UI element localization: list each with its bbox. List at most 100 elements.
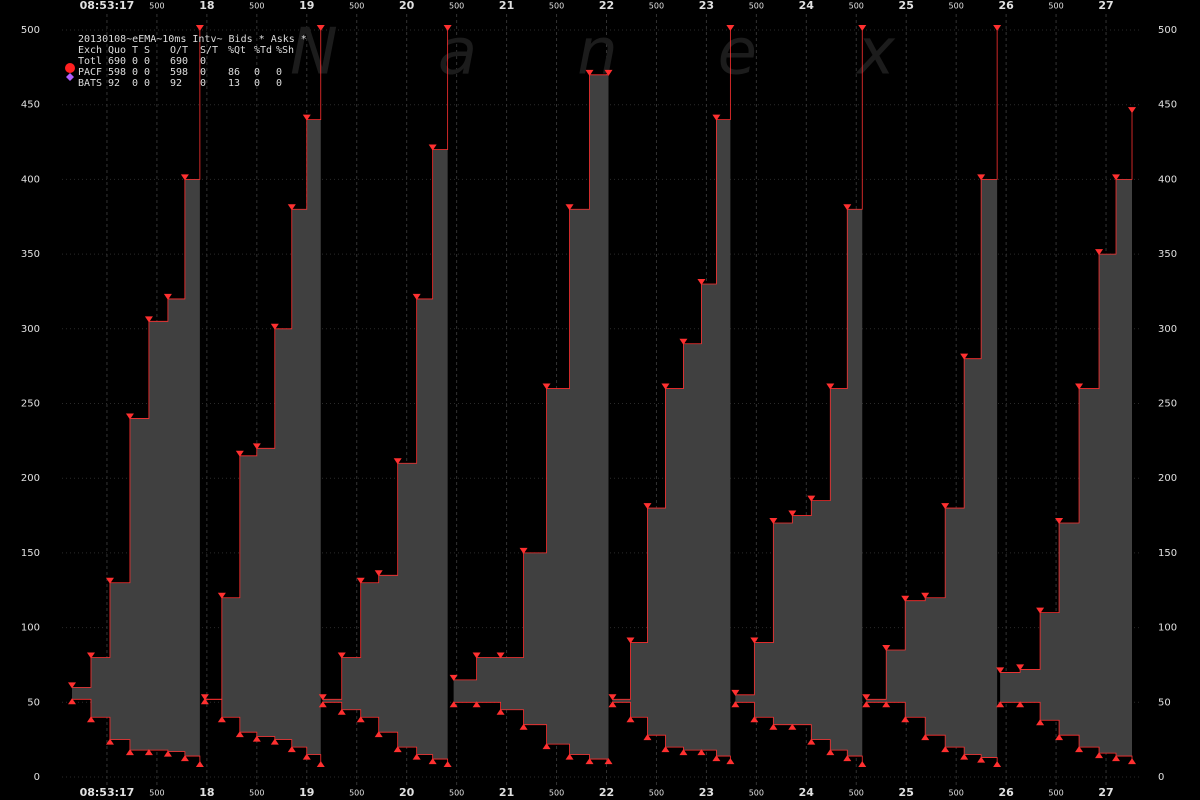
ask-marker — [826, 383, 835, 390]
y-tick-label: 450 — [21, 100, 40, 111]
x-tick-label: 22 — [599, 0, 614, 12]
table-cell: 92 — [108, 78, 120, 89]
x-tick-label-bottom: 500 — [549, 789, 564, 798]
bid-line — [204, 698, 322, 763]
ask-marker — [374, 570, 383, 577]
bid-marker — [443, 761, 452, 768]
table-cell: 0 — [276, 78, 282, 89]
ask-marker — [180, 174, 189, 181]
spread-area — [1000, 112, 1133, 760]
ask-marker — [731, 689, 740, 696]
ask-marker — [661, 383, 670, 390]
y-tick-label: 250 — [21, 399, 40, 410]
bid-marker — [252, 735, 261, 742]
y-tick-label: 200 — [21, 473, 40, 484]
bid-marker — [86, 716, 95, 723]
ask-marker — [252, 443, 261, 450]
x-tick-label: 26 — [998, 0, 1014, 12]
y-tick-label-right: 400 — [1158, 174, 1177, 185]
table-cell: 92 — [170, 78, 182, 89]
spread-area — [612, 30, 731, 760]
y-tick-label-right: 0 — [1158, 772, 1164, 783]
title: 20130108~eEMA~10ms Intv~ — [78, 34, 223, 45]
ask-marker — [316, 25, 325, 31]
bid-marker — [921, 734, 930, 741]
bid-marker — [901, 716, 910, 723]
bid-marker — [826, 749, 835, 756]
ask-marker — [412, 293, 421, 300]
ask-marker — [960, 353, 969, 360]
bid-marker — [1095, 752, 1104, 759]
ask-marker — [496, 652, 505, 659]
spread-area — [322, 30, 448, 763]
ask-marker — [565, 204, 574, 211]
bid-marker — [661, 746, 670, 753]
ask-marker — [287, 204, 296, 211]
ask-marker — [977, 174, 986, 181]
ask-marker — [643, 503, 652, 510]
bid-marker — [608, 701, 617, 708]
x-tick-label-bottom: 500 — [449, 789, 464, 798]
table-cell: 598 — [108, 67, 126, 78]
table-cell: PACF — [78, 67, 102, 78]
bid-marker — [449, 701, 458, 708]
spread-area — [735, 30, 863, 763]
bid-marker — [337, 708, 346, 715]
ask-marker — [393, 458, 402, 465]
ask-marker — [941, 503, 950, 510]
bid-marker — [235, 731, 244, 738]
bid-marker — [1055, 734, 1064, 741]
bid-marker — [996, 701, 1005, 708]
ask-marker — [428, 144, 437, 151]
ask-marker — [519, 547, 528, 554]
table-cell: 0 — [200, 56, 206, 67]
x-tick-label: 08:53:17 — [80, 0, 135, 12]
bid-marker — [67, 698, 76, 705]
bid-marker — [287, 746, 296, 753]
ask-marker — [726, 25, 735, 31]
bid-marker — [977, 756, 986, 763]
bid-marker — [862, 701, 871, 708]
y-tick-label-right: 200 — [1158, 473, 1177, 484]
ask-marker — [356, 577, 365, 584]
x-tick-label-bottom: 20 — [399, 786, 415, 799]
bid-marker — [412, 753, 421, 760]
bid-marker — [302, 753, 311, 760]
x-tick-label-bottom: 27 — [1098, 786, 1113, 799]
table-cell: 0 — [276, 67, 282, 78]
table-cell: 690 — [108, 56, 126, 67]
table-cell: 86 — [228, 67, 240, 78]
ask-marker — [858, 25, 867, 31]
bid-marker — [712, 755, 721, 762]
table-header: %Sh — [276, 45, 294, 56]
x-tick-label-bottom: 22 — [599, 786, 614, 799]
table-cell: Totl — [78, 56, 102, 67]
x-tick-label: 500 — [349, 2, 364, 11]
x-tick-label-bottom: 500 — [249, 789, 264, 798]
ask-marker — [270, 323, 279, 330]
bid-marker — [217, 716, 226, 723]
ask-marker — [1095, 249, 1104, 256]
legend-title: 20130108~eEMA~10ms Intv~ Bids * Asks * — [78, 34, 307, 45]
table-cell: 0 — [132, 56, 138, 67]
y-tick-label-right: 50 — [1158, 697, 1171, 708]
ask-marker — [217, 592, 226, 599]
legend-entry: Bids * — [229, 34, 265, 45]
bid-marker — [1128, 758, 1137, 765]
x-tick-label: 500 — [549, 2, 564, 11]
ask-marker — [163, 293, 172, 300]
bid-marker — [941, 746, 950, 753]
ask-marker — [125, 413, 134, 420]
table-cell: 0 — [254, 67, 260, 78]
bid-marker — [356, 716, 365, 723]
watermark: Nanex — [290, 16, 995, 90]
bid-marker — [697, 749, 706, 756]
table-cell: 13 — [228, 78, 240, 89]
x-tick-label: 21 — [499, 0, 514, 12]
x-tick-label: 500 — [1048, 2, 1063, 11]
ask-marker — [993, 25, 1002, 31]
bid-marker — [180, 755, 189, 762]
ask-marker — [712, 114, 721, 121]
table-header: Exch — [78, 45, 102, 56]
ask-marker — [472, 652, 481, 659]
